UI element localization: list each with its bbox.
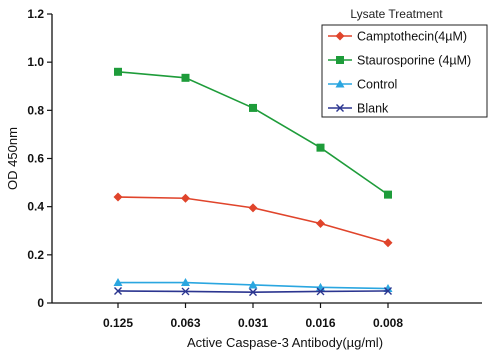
series-diamond (113, 192, 393, 248)
legend: Lysate Treatment Camptothecin(4µM) Stauro… (321, 7, 488, 118)
x-tick-label: 0.063 (170, 316, 200, 330)
legend-label: Control (357, 78, 397, 92)
y-tick-label: 0.8 (27, 103, 44, 117)
legend-marker (336, 56, 344, 64)
y-tick-label: 0 (37, 296, 44, 310)
series-layer (113, 67, 393, 297)
legend-marker (335, 31, 345, 41)
data-point (383, 238, 393, 248)
data-point (181, 287, 190, 296)
data-point (384, 286, 392, 295)
y-tick-label: 1.2 (27, 7, 44, 21)
data-point (249, 288, 257, 297)
data-point (316, 219, 325, 229)
data-point (181, 73, 190, 82)
y-tick-label: 0.4 (27, 200, 44, 214)
data-point (383, 284, 393, 293)
data-point (384, 190, 392, 199)
data-point (316, 143, 325, 152)
legend-label: Staurosporine (4µM) (357, 54, 471, 68)
x-axis-title: Active Caspase-3 Antibody(µg/ml) (187, 335, 383, 350)
data-point (316, 287, 325, 296)
data-point (113, 278, 123, 287)
legend-marker (335, 79, 345, 88)
legend-items: Camptothecin(4µM) Staurosporine (4µM) Cont… (328, 30, 471, 116)
data-point (248, 203, 258, 213)
legend-item: Staurosporine (4µM) (328, 54, 471, 68)
legend-title: Lysate Treatment (350, 7, 443, 21)
y-tick-label: 0.2 (27, 248, 44, 262)
data-point (181, 278, 190, 287)
series-x (114, 286, 392, 297)
y-tick-label: 1.0 (27, 55, 44, 69)
legend-box (321, 24, 488, 118)
legend-label: Blank (357, 102, 389, 116)
data-point (181, 193, 190, 203)
data-point (114, 286, 122, 295)
data-point (248, 280, 258, 289)
x-tick-label: 0.031 (238, 316, 268, 330)
legend-item: Blank (328, 102, 389, 116)
legend-item: Camptothecin(4µM) (328, 30, 467, 44)
x-tick-label: 0.125 (103, 316, 133, 330)
legend-marker (336, 104, 344, 112)
y-axis-title: OD 450nm (5, 127, 20, 190)
y-tick-label: 0.6 (27, 152, 44, 166)
x-tick-label: 0.008 (373, 316, 403, 330)
series-triangle (113, 278, 393, 293)
axes: 0 0.2 0.4 0.6 0.8 1.0 1.2 0.125 0.063 0.031 0.016 0… (27, 7, 482, 330)
data-point (249, 103, 257, 112)
data-point (114, 67, 122, 76)
x-tick-label: 0.016 (305, 316, 335, 330)
data-point (113, 192, 123, 202)
legend-item: Control (328, 78, 397, 92)
legend-label: Camptothecin(4µM) (357, 30, 467, 44)
series-square (114, 67, 392, 199)
